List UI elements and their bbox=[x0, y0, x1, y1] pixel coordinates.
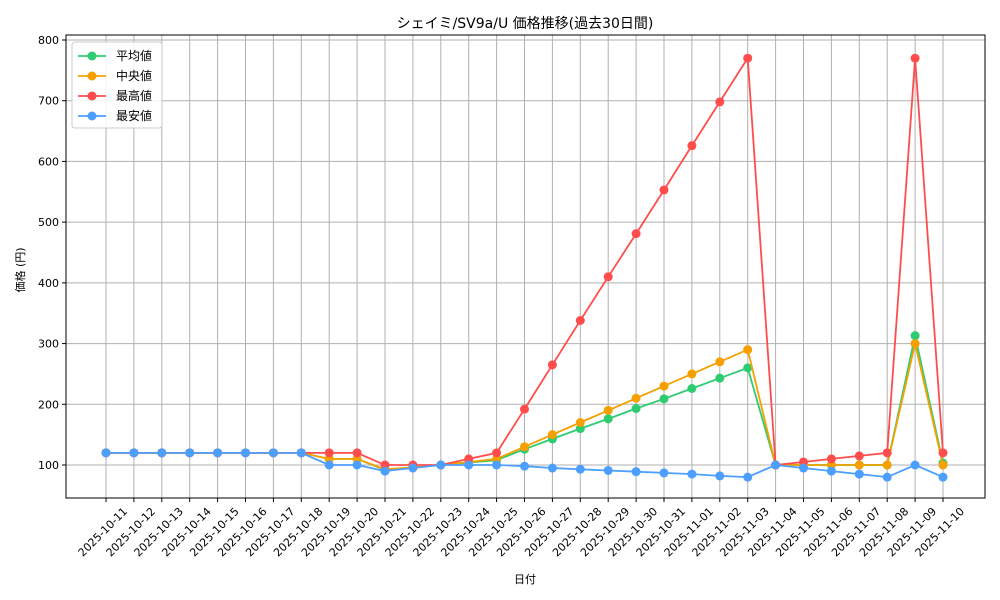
data-point bbox=[715, 357, 725, 367]
data-point bbox=[324, 448, 334, 458]
data-point bbox=[324, 460, 334, 470]
data-point bbox=[408, 463, 418, 473]
data-point bbox=[213, 448, 223, 458]
data-point bbox=[603, 405, 613, 415]
data-point bbox=[631, 404, 641, 414]
x-axis-label: 日付 bbox=[514, 573, 536, 586]
data-point bbox=[910, 53, 920, 63]
data-point bbox=[185, 448, 195, 458]
data-point bbox=[631, 393, 641, 403]
data-point bbox=[938, 448, 948, 458]
data-point bbox=[520, 404, 529, 414]
y-tick-label: 500 bbox=[38, 216, 59, 229]
data-point bbox=[575, 418, 585, 427]
data-point bbox=[687, 384, 697, 393]
data-point bbox=[799, 463, 808, 473]
legend-item: 平均値 bbox=[78, 48, 152, 63]
data-point bbox=[938, 460, 948, 470]
data-point bbox=[436, 460, 446, 470]
data-point bbox=[464, 460, 474, 470]
y-axis-label: 価格 (円) bbox=[13, 247, 27, 292]
data-point bbox=[659, 381, 669, 391]
legend-label: 最安値 bbox=[116, 108, 152, 123]
data-point bbox=[687, 369, 697, 379]
data-point bbox=[603, 272, 613, 282]
legend-label: 中央値 bbox=[116, 68, 152, 83]
data-point bbox=[520, 442, 529, 452]
data-point bbox=[910, 339, 920, 349]
legend-label: 平均値 bbox=[116, 48, 152, 63]
legend-marker bbox=[87, 91, 97, 101]
data-point bbox=[771, 460, 781, 470]
data-point bbox=[631, 467, 641, 477]
data-point bbox=[743, 472, 753, 482]
data-point bbox=[882, 448, 892, 458]
data-point bbox=[157, 448, 167, 458]
data-point bbox=[547, 463, 557, 473]
data-point bbox=[743, 363, 753, 373]
data-point bbox=[715, 97, 725, 107]
data-point bbox=[910, 331, 920, 341]
data-point bbox=[268, 448, 278, 458]
series-最安値 bbox=[101, 448, 948, 482]
data-point bbox=[826, 466, 836, 476]
data-point bbox=[101, 448, 111, 458]
data-point bbox=[882, 472, 892, 482]
data-point bbox=[659, 394, 669, 404]
data-point bbox=[492, 448, 502, 458]
data-point bbox=[854, 469, 864, 479]
chart-title: シェイミ/SV9a/U 価格推移(過去30日間) bbox=[397, 16, 654, 32]
y-tick-label: 200 bbox=[38, 398, 59, 411]
data-point bbox=[659, 185, 669, 195]
data-point bbox=[854, 451, 864, 461]
legend-marker bbox=[87, 51, 97, 61]
legend-item: 中央値 bbox=[78, 68, 152, 83]
data-point bbox=[882, 460, 892, 470]
data-point bbox=[715, 471, 725, 481]
data-point bbox=[743, 345, 753, 355]
legend-item: 最安値 bbox=[78, 108, 152, 123]
data-point bbox=[687, 141, 697, 151]
y-tick-label: 800 bbox=[38, 34, 59, 47]
data-point bbox=[938, 472, 948, 482]
data-point bbox=[826, 454, 836, 464]
y-tick-label: 400 bbox=[38, 277, 59, 290]
data-point bbox=[687, 469, 697, 479]
data-point bbox=[575, 316, 585, 325]
data-point bbox=[659, 468, 669, 478]
data-point bbox=[603, 414, 613, 424]
data-point bbox=[492, 460, 502, 470]
data-point bbox=[547, 430, 557, 440]
data-point bbox=[352, 460, 362, 470]
legend-marker bbox=[87, 71, 97, 81]
y-tick-label: 600 bbox=[38, 155, 59, 168]
y-tick-label: 700 bbox=[38, 95, 59, 108]
legend-marker bbox=[87, 111, 97, 121]
data-point bbox=[743, 53, 753, 63]
legend-box bbox=[71, 41, 163, 129]
data-point bbox=[352, 448, 362, 458]
data-point bbox=[910, 460, 920, 470]
legend-item: 最高値 bbox=[78, 88, 152, 103]
legend-label: 最高値 bbox=[116, 88, 152, 103]
series-lines bbox=[101, 53, 948, 482]
data-point bbox=[380, 466, 390, 476]
data-point bbox=[241, 448, 250, 458]
data-point bbox=[547, 360, 557, 370]
y-tick-label: 300 bbox=[38, 338, 59, 351]
data-point bbox=[715, 373, 725, 383]
plot-frame bbox=[65, 34, 986, 499]
y-axis: 100 200 300 400 500 600 700 800 bbox=[38, 34, 66, 472]
data-point bbox=[854, 460, 864, 470]
y-tick-label: 100 bbox=[38, 459, 59, 472]
data-point bbox=[631, 229, 641, 239]
data-point bbox=[603, 465, 613, 475]
data-point bbox=[575, 464, 585, 474]
data-point bbox=[296, 448, 306, 458]
data-point bbox=[129, 448, 139, 458]
data-point bbox=[520, 461, 529, 471]
